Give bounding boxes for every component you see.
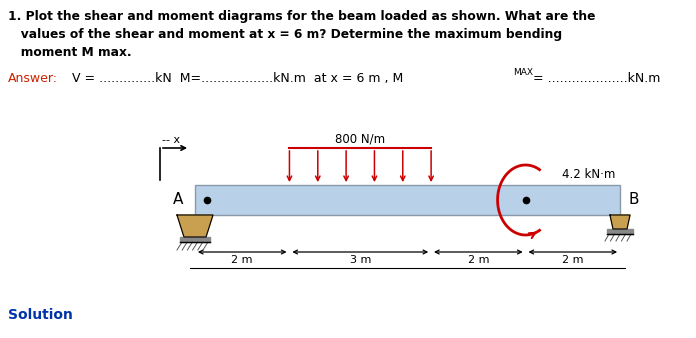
Text: 4.2 kN·m: 4.2 kN·m xyxy=(562,168,615,181)
Polygon shape xyxy=(610,215,630,229)
Text: MAX: MAX xyxy=(513,68,533,77)
Text: moment M max.: moment M max. xyxy=(8,46,132,59)
Text: = ....................kN.m: = ....................kN.m xyxy=(533,72,661,85)
Text: 800 N/m: 800 N/m xyxy=(335,132,386,145)
Text: 3 m: 3 m xyxy=(349,255,371,265)
Text: -- x: -- x xyxy=(162,135,180,145)
Text: B: B xyxy=(628,193,638,208)
Polygon shape xyxy=(177,215,213,237)
Text: A: A xyxy=(173,193,183,208)
Polygon shape xyxy=(180,237,210,242)
Text: 2 m: 2 m xyxy=(562,255,583,265)
Text: Answer:: Answer: xyxy=(8,72,58,85)
Text: 2 m: 2 m xyxy=(468,255,489,265)
Bar xyxy=(195,185,620,215)
Text: 1. Plot the shear and moment diagrams for the beam loaded as shown. What are the: 1. Plot the shear and moment diagrams fo… xyxy=(8,10,596,23)
Text: values of the shear and moment at x = 6 m? Determine the maximum bending: values of the shear and moment at x = 6 … xyxy=(8,28,562,41)
Text: 2 m: 2 m xyxy=(232,255,253,265)
Polygon shape xyxy=(607,229,633,234)
Text: Solution: Solution xyxy=(8,308,73,322)
Text: V = ..............kN  M=..................kN.m  at x = 6 m , M: V = ..............kN M=.................… xyxy=(72,72,403,85)
